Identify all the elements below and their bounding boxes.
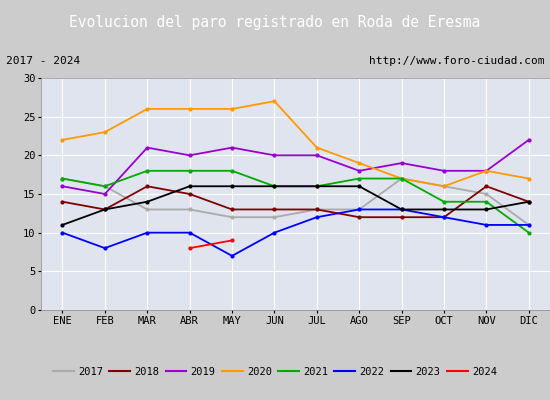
Text: http://www.foro-ciudad.com: http://www.foro-ciudad.com [369,56,544,66]
Text: Evolucion del paro registrado en Roda de Eresma: Evolucion del paro registrado en Roda de… [69,16,481,30]
Text: 2017 - 2024: 2017 - 2024 [6,56,80,66]
Legend: 2017, 2018, 2019, 2020, 2021, 2022, 2023, 2024: 2017, 2018, 2019, 2020, 2021, 2022, 2023… [49,363,501,381]
